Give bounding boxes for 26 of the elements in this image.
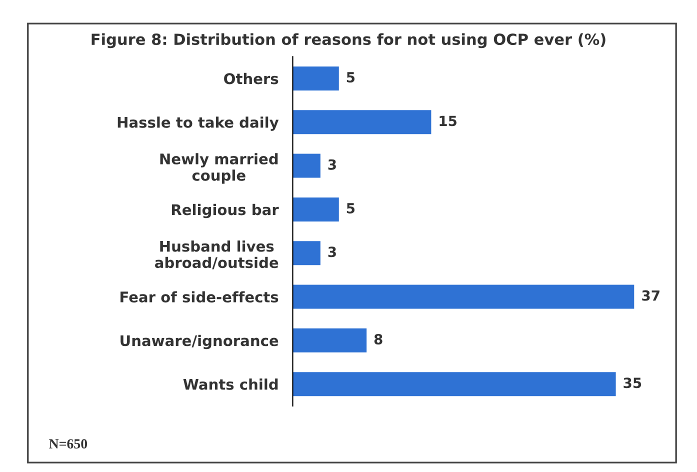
y-tick-label: Husband lives abroad/outside (155, 240, 278, 270)
bar (292, 154, 320, 178)
y-tick-label: Newly married couple (160, 153, 278, 184)
data-label: 8 (374, 334, 382, 344)
bar (292, 241, 320, 266)
y-tick-label: Others (224, 72, 278, 84)
y-tick-label: Religious bar (172, 204, 279, 218)
text: N=650 (49, 439, 88, 449)
y-tick-label: Fear of side-effects (120, 291, 278, 303)
data-label: 15 (440, 116, 456, 126)
bar (292, 66, 339, 90)
y-tick-label: Hassle to take daily (118, 116, 279, 131)
chart-title: Figure 8: Distribution of reasons for not using OCP ever (%) (92, 33, 606, 48)
data-label: 35 (624, 378, 642, 388)
data-label: 3 (328, 246, 336, 258)
data-label: 5 (346, 203, 355, 214)
bar (292, 284, 634, 309)
y-tick-label: Wants child (183, 378, 278, 390)
y-tick-label: Unaware/ignorance (120, 334, 278, 350)
data-label: 5 (346, 72, 355, 82)
bar (292, 372, 616, 396)
data-label: 3 (328, 159, 336, 170)
bar (292, 197, 339, 222)
bar (292, 328, 367, 352)
data-label: 37 (642, 290, 660, 301)
bar (292, 110, 432, 134)
